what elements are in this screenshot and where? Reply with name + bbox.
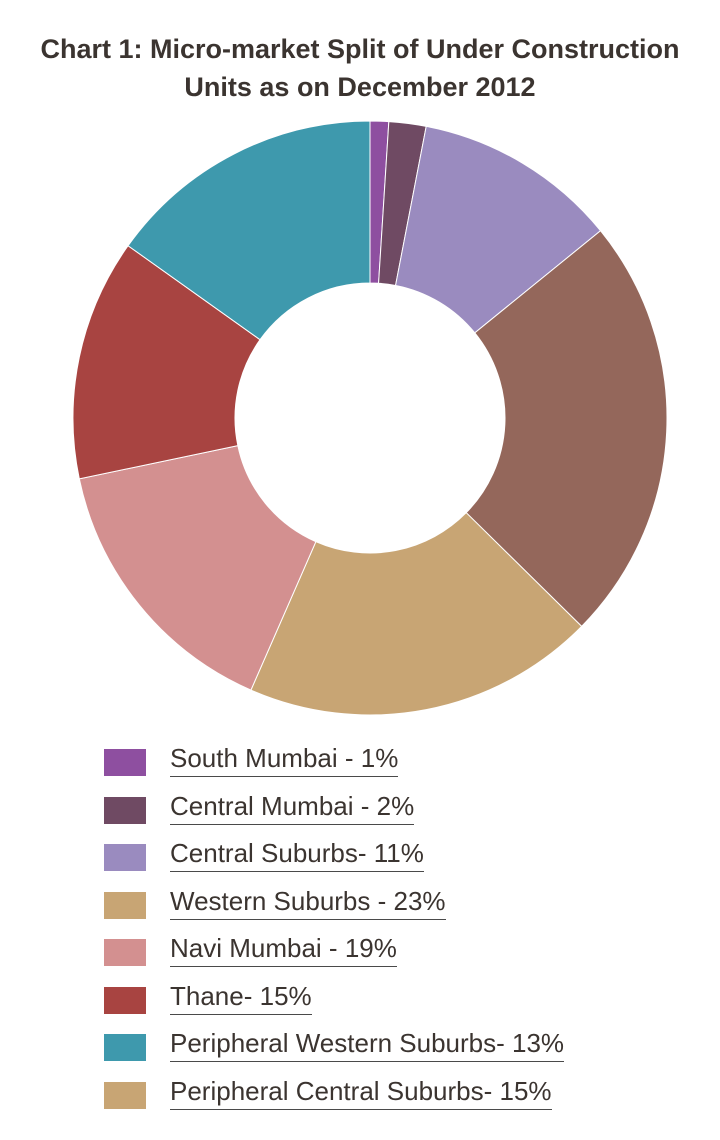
legend-swatch [104, 939, 146, 966]
legend-item: Western Suburbs - 23% [104, 879, 624, 927]
legend-swatch [104, 891, 146, 919]
legend-item: Peripheral Western Suburbs- 13% [104, 1021, 624, 1069]
chart-title-line-1: Chart 1: Micro-market Split of Under Con… [40, 34, 680, 64]
donut-slice-thane [72, 245, 261, 480]
legend-label: Central Suburbs- 11% [170, 837, 424, 872]
legend-item: South Mumbai - 1% [104, 736, 624, 784]
legend-label: Peripheral Western Suburbs- 13% [170, 1027, 565, 1062]
donut-slice-central-suburbs [394, 125, 602, 334]
legend-item: Thane- 15% [104, 974, 624, 1022]
chart-title-line-2: Units as on December 2012 [184, 72, 536, 102]
legend-item: Central Suburbs- 11% [104, 831, 624, 879]
donut-slice-navi-mumbai [78, 445, 317, 691]
chart-title: Chart 1: Micro-market Split of Under Con… [0, 30, 720, 106]
chart-legend: South Mumbai - 1% Central Mumbai - 2% Ce… [104, 736, 624, 1116]
legend-swatch [104, 749, 146, 776]
donut-slice-western-suburbs [250, 511, 583, 716]
legend-swatch [104, 1034, 146, 1061]
legend-item: Central Mumbai - 2% [104, 784, 624, 832]
legend-swatch [104, 844, 146, 871]
legend-label: Navi Mumbai - 19% [170, 932, 397, 967]
donut-slice-peripheral-central-suburbs [465, 230, 668, 628]
legend-label: South Mumbai - 1% [170, 742, 399, 777]
legend-swatch [104, 796, 146, 824]
legend-label: Thane- 15% [170, 980, 312, 1015]
donut-slice-peripheral-western-suburbs [127, 120, 371, 341]
legend-label: Central Mumbai - 2% [170, 790, 415, 825]
legend-swatch [104, 986, 146, 1014]
legend-label: Western Suburbs - 23% [170, 885, 446, 920]
legend-swatch [104, 1081, 146, 1109]
donut-chart [72, 120, 668, 716]
legend-label: Peripheral Central Suburbs- 15% [170, 1075, 552, 1110]
legend-item: Peripheral Central Suburbs- 15% [104, 1069, 624, 1117]
legend-item: Navi Mumbai - 19% [104, 926, 624, 974]
